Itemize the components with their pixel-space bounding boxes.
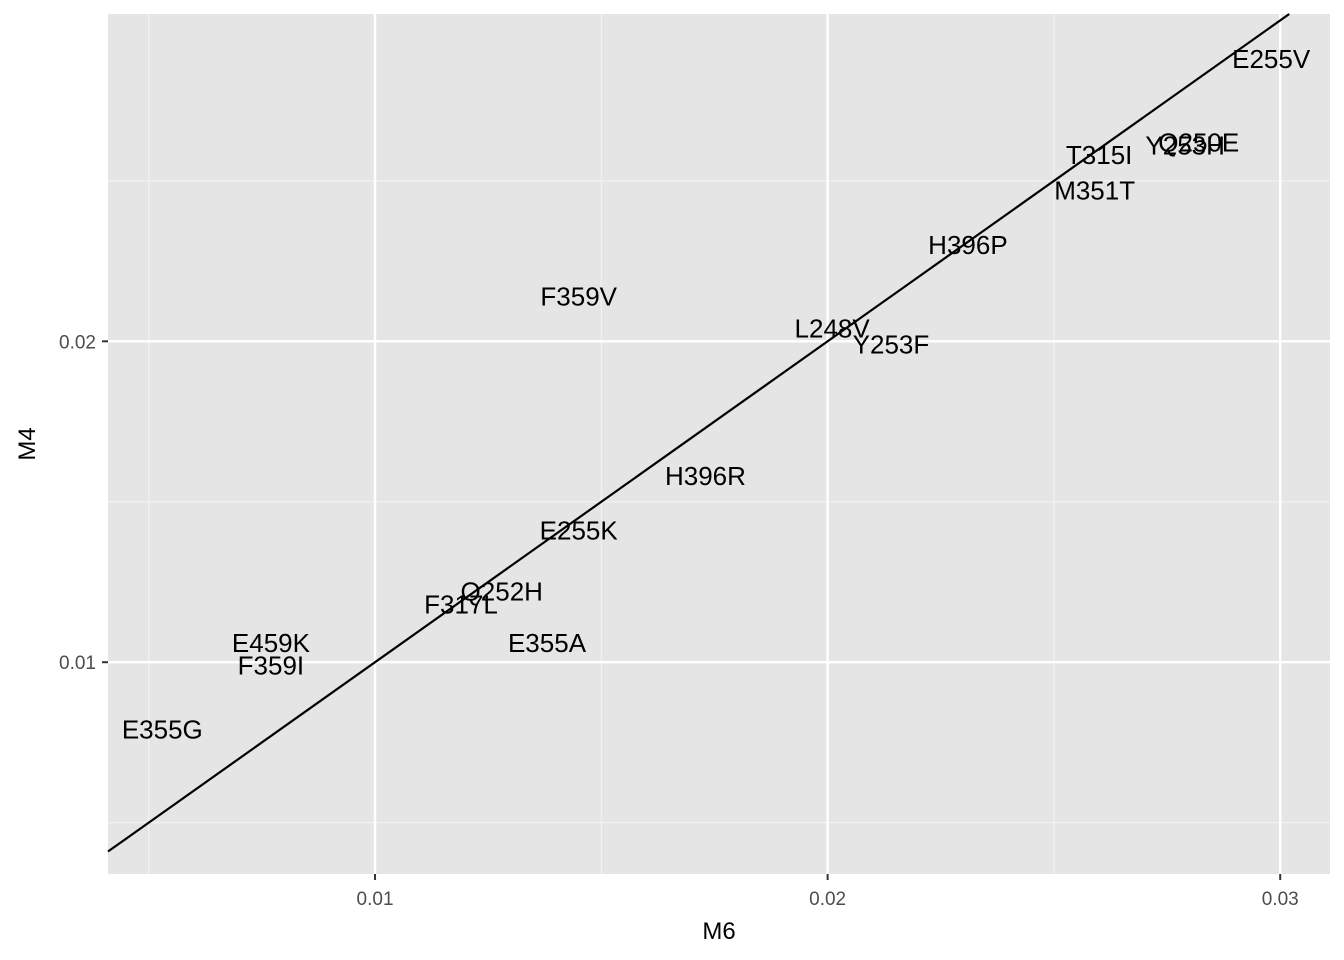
point-label: T315I bbox=[1066, 140, 1133, 170]
point-label: Y253H bbox=[1145, 131, 1225, 161]
major-gridlines bbox=[108, 14, 1330, 874]
minor-gridlines bbox=[108, 14, 1330, 874]
point-label: E355A bbox=[508, 628, 587, 658]
point-label: E459K bbox=[232, 628, 311, 658]
y-axis-title: M4 bbox=[14, 427, 41, 460]
point-label: Q252H bbox=[461, 577, 543, 607]
point-label: L248V bbox=[795, 313, 871, 343]
point-label: E355G bbox=[122, 715, 203, 745]
point-label: M351T bbox=[1054, 175, 1135, 205]
panel-background bbox=[108, 14, 1330, 874]
x-tick-label: 0.01 bbox=[357, 889, 394, 910]
point-label: F359V bbox=[540, 281, 617, 311]
x-axis-title: M6 bbox=[702, 918, 735, 945]
point-label: F317L bbox=[424, 589, 498, 619]
y-axis: 0.01 0.02 bbox=[59, 332, 108, 674]
point-label: E255K bbox=[540, 516, 619, 546]
y-tick-label: 0.02 bbox=[59, 332, 96, 353]
point-label: Y253F bbox=[853, 330, 930, 360]
point-label: Q250E bbox=[1158, 127, 1239, 157]
reference-line-group bbox=[107, 13, 1290, 853]
reference-line bbox=[107, 13, 1290, 853]
x-axis: 0.01 0.02 0.03 bbox=[357, 874, 1299, 910]
point-label: H396R bbox=[665, 461, 746, 491]
x-tick-label: 0.02 bbox=[809, 889, 846, 910]
x-tick-label: 0.03 bbox=[1262, 889, 1299, 910]
y-tick-label: 0.01 bbox=[59, 653, 96, 674]
point-label: F359I bbox=[238, 650, 305, 680]
point-label: E255V bbox=[1232, 44, 1311, 74]
point-label: H396P bbox=[928, 230, 1008, 260]
